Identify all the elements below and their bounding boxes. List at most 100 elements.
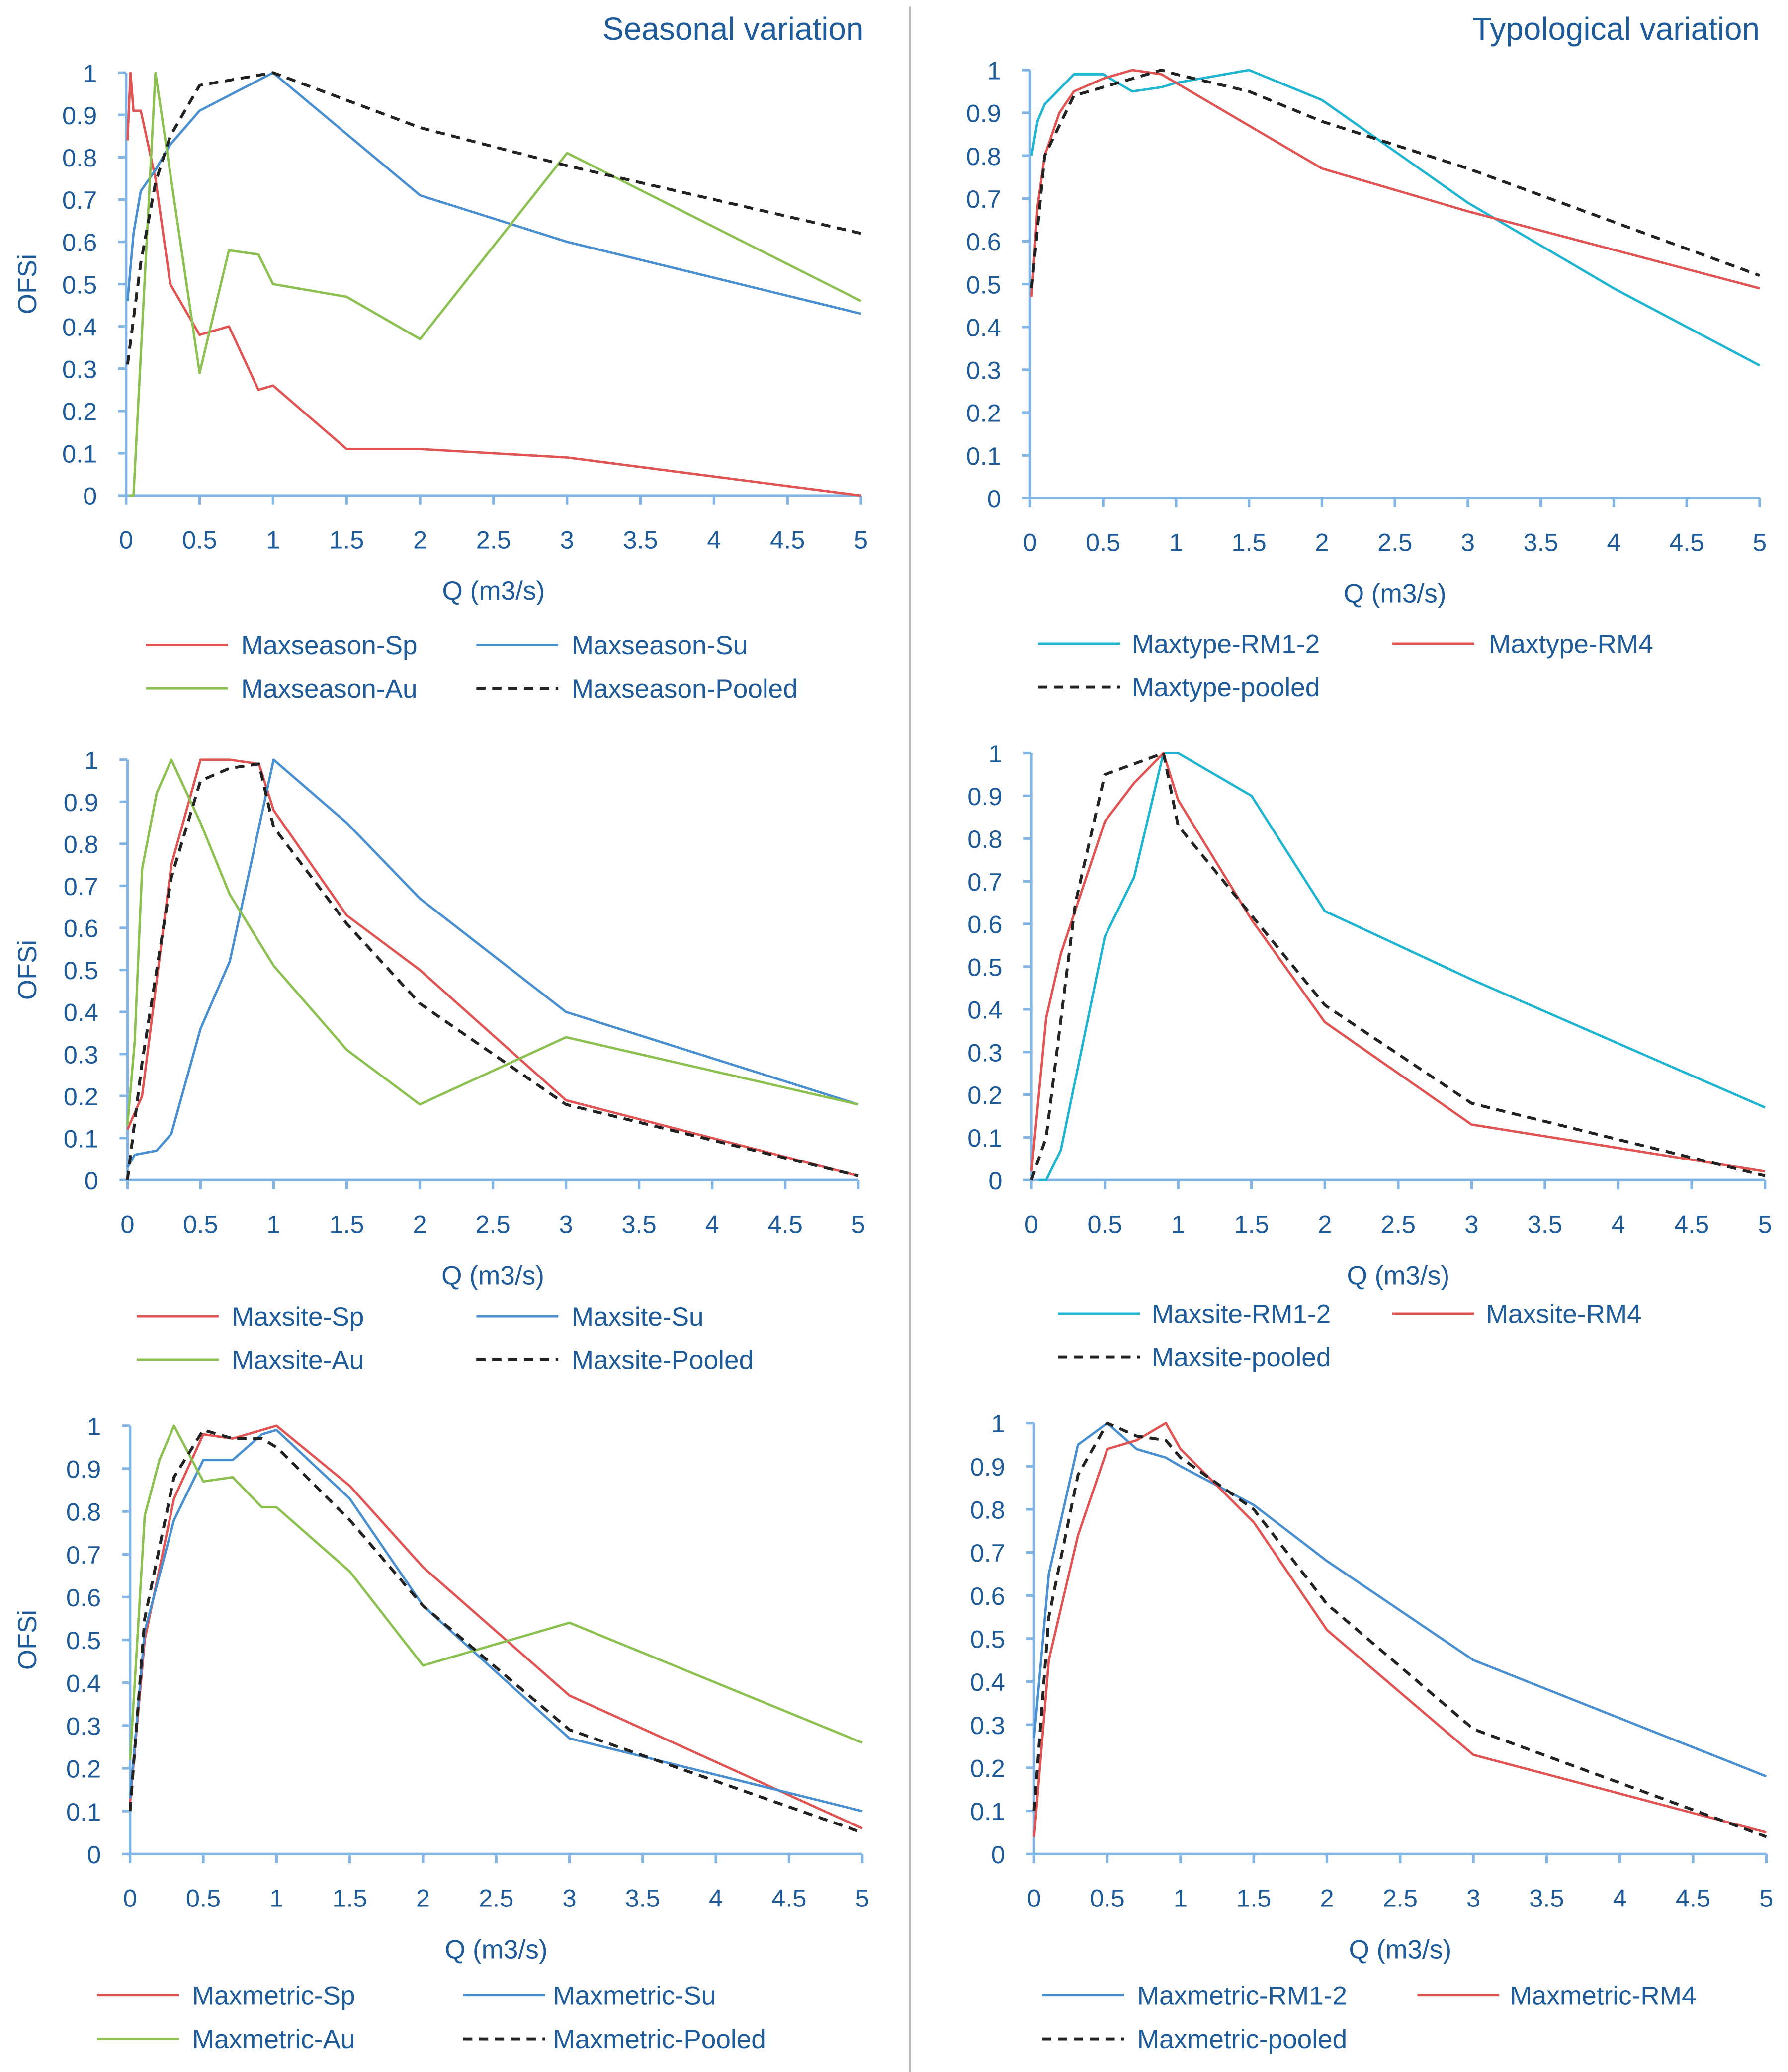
y-tick-label: 0.7 bbox=[66, 1541, 101, 1569]
x-tick-label: 4 bbox=[1613, 1884, 1627, 1912]
legend-label: Maxsite-Pooled bbox=[572, 1346, 754, 1375]
x-axis-label: Q (m3/s) bbox=[442, 577, 545, 606]
y-tick-label: 0.4 bbox=[66, 1669, 101, 1697]
x-tick-label: 2 bbox=[413, 1210, 426, 1239]
x-tick-label: 0 bbox=[123, 1884, 137, 1912]
y-tick-label: 0.9 bbox=[970, 1453, 1005, 1481]
series-line-maxmetric-su bbox=[129, 1428, 863, 1813]
y-tick-label: 0.1 bbox=[970, 1797, 1005, 1825]
x-tick-label: 0 bbox=[1027, 1884, 1041, 1912]
legend-label: Maxtype-RM4 bbox=[1489, 629, 1653, 659]
legend-label: Maxsite-Sp bbox=[232, 1302, 364, 1331]
x-tick-label: 3.5 bbox=[1524, 528, 1558, 557]
x-tick-label: 4 bbox=[1607, 528, 1620, 557]
y-tick-label: 1 bbox=[83, 59, 97, 87]
x-tick-label: 5 bbox=[1753, 528, 1767, 557]
x-tick-label: 4 bbox=[705, 1210, 719, 1239]
y-tick-label: 0.9 bbox=[967, 782, 1002, 811]
x-tick-label: 4.5 bbox=[771, 1884, 806, 1912]
y-tick-label: 0.3 bbox=[966, 356, 1001, 385]
chart-panel-seasonal-maxseason: 0 0.1 0.2 0.3 0.4 0.5 0.6 0.7 0.8 0.9 1 0 0.5 1 1.5 2 2.… bbox=[13, 59, 868, 704]
y-tick-label: 0 bbox=[87, 1840, 101, 1869]
y-tick-label: 0.2 bbox=[66, 1755, 101, 1783]
y-tick-label: 0.5 bbox=[62, 270, 97, 299]
y-tick-label: 1 bbox=[87, 1412, 101, 1440]
y-tick-label: 0.6 bbox=[966, 228, 1001, 256]
y-tick-label: 0 bbox=[991, 1840, 1005, 1869]
y-tick-label: 0.5 bbox=[66, 1626, 101, 1655]
x-tick-label: 0.5 bbox=[182, 525, 217, 554]
y-tick-label: 0.3 bbox=[967, 1038, 1002, 1067]
x-tick-label: 0.5 bbox=[1090, 1884, 1125, 1912]
x-axis-label: Q (m3/s) bbox=[441, 1261, 544, 1290]
y-tick-label: 0.4 bbox=[64, 998, 98, 1027]
x-tick-label: 5 bbox=[855, 1884, 869, 1912]
x-tick-label: 3 bbox=[1464, 1210, 1478, 1239]
x-tick-label: 1 bbox=[1169, 528, 1183, 557]
x-tick-label: 1.5 bbox=[1234, 1210, 1269, 1239]
series-line-maxtype-rm4 bbox=[1030, 69, 1760, 297]
y-tick-label: 1 bbox=[988, 740, 1002, 768]
x-tick-label: 2.5 bbox=[476, 525, 511, 554]
title-typological: Typological variation bbox=[1472, 11, 1760, 47]
series-line-maxmetric-pooled bbox=[128, 1428, 863, 1834]
x-tick-label: 3.5 bbox=[623, 525, 658, 554]
y-tick-label: 0.8 bbox=[970, 1495, 1005, 1524]
series-line-maxsite-rm1-2 bbox=[1038, 752, 1766, 1181]
x-tick-label: 3 bbox=[1466, 1884, 1480, 1912]
x-tick-label: 5 bbox=[1758, 1210, 1772, 1239]
x-tick-label: 0.5 bbox=[1086, 528, 1120, 557]
x-tick-label: 1.5 bbox=[333, 1884, 367, 1912]
y-tick-label: 0 bbox=[85, 1166, 98, 1195]
series-line-maxmetric-au bbox=[129, 1424, 863, 1760]
series-line-maxmetric-pooled bbox=[1032, 1421, 1767, 1838]
chart-panel-typological-maxsite: 0 0.1 0.2 0.3 0.4 0.5 0.6 0.7 0.8 0.9 1 0 0.5 1 1.5 2 2.… bbox=[967, 740, 1772, 1372]
legend-label: Maxtype-pooled bbox=[1132, 673, 1320, 702]
y-tick-label: 0.1 bbox=[66, 1798, 101, 1826]
x-tick-label: 1 bbox=[266, 525, 280, 554]
y-tick-label: 0.8 bbox=[66, 1498, 101, 1526]
y-tick-label: 0.5 bbox=[967, 953, 1002, 982]
x-tick-label: 2.5 bbox=[1377, 528, 1412, 557]
x-tick-label: 1.5 bbox=[1236, 1884, 1271, 1912]
legend-label: Maxmetric-Su bbox=[553, 1981, 716, 2010]
x-tick-label: 3 bbox=[1461, 528, 1475, 557]
x-axis-label: Q (m3/s) bbox=[445, 1935, 548, 1964]
y-tick-label: 0.1 bbox=[966, 442, 1001, 470]
legend-label: Maxmetric-pooled bbox=[1137, 2025, 1347, 2054]
x-tick-label: 5 bbox=[1759, 1884, 1773, 1912]
x-tick-label: 2 bbox=[413, 525, 427, 554]
title-seasonal: Seasonal variation bbox=[602, 11, 863, 47]
x-tick-label: 5 bbox=[854, 525, 868, 554]
x-tick-label: 0 bbox=[120, 1210, 134, 1239]
y-tick-label: 0.7 bbox=[62, 186, 97, 214]
x-tick-label: 3.5 bbox=[625, 1884, 660, 1912]
x-tick-label: 2.5 bbox=[479, 1884, 513, 1912]
x-axis-label: Q (m3/s) bbox=[1349, 1935, 1451, 1964]
legend-label: Maxseason-Su bbox=[572, 631, 748, 660]
series-line-maxseason-su bbox=[126, 71, 861, 315]
x-tick-label: 3 bbox=[560, 525, 574, 554]
x-tick-label: 4.5 bbox=[768, 1210, 803, 1239]
series-line-maxsite-pooled bbox=[126, 762, 859, 1180]
legend-label: Maxmetric-Sp bbox=[192, 1981, 355, 2010]
legend-label: Maxmetric-Au bbox=[192, 2025, 355, 2054]
x-tick-label: 0.5 bbox=[186, 1884, 221, 1912]
series-line-maxsite-su bbox=[126, 758, 859, 1168]
y-tick-label: 0.6 bbox=[967, 911, 1002, 939]
series-line-maxtype-rm1-2 bbox=[1030, 69, 1761, 367]
y-tick-label: 0 bbox=[83, 482, 97, 510]
x-tick-label: 0.5 bbox=[183, 1210, 218, 1239]
x-tick-label: 2 bbox=[1318, 1210, 1332, 1239]
x-tick-label: 0 bbox=[119, 525, 133, 554]
y-axis-label: OFSi bbox=[13, 254, 42, 314]
x-tick-label: 2 bbox=[1315, 528, 1329, 557]
y-tick-label: 0.3 bbox=[66, 1712, 101, 1740]
y-tick-label: 0.6 bbox=[970, 1582, 1005, 1610]
x-tick-label: 1 bbox=[269, 1884, 283, 1912]
legend-label: Maxsite-RM4 bbox=[1486, 1299, 1642, 1328]
x-tick-label: 4.5 bbox=[1676, 1884, 1710, 1912]
legend-label: Maxmetric-RM1-2 bbox=[1137, 1981, 1347, 2010]
x-tick-label: 3.5 bbox=[1529, 1884, 1564, 1912]
